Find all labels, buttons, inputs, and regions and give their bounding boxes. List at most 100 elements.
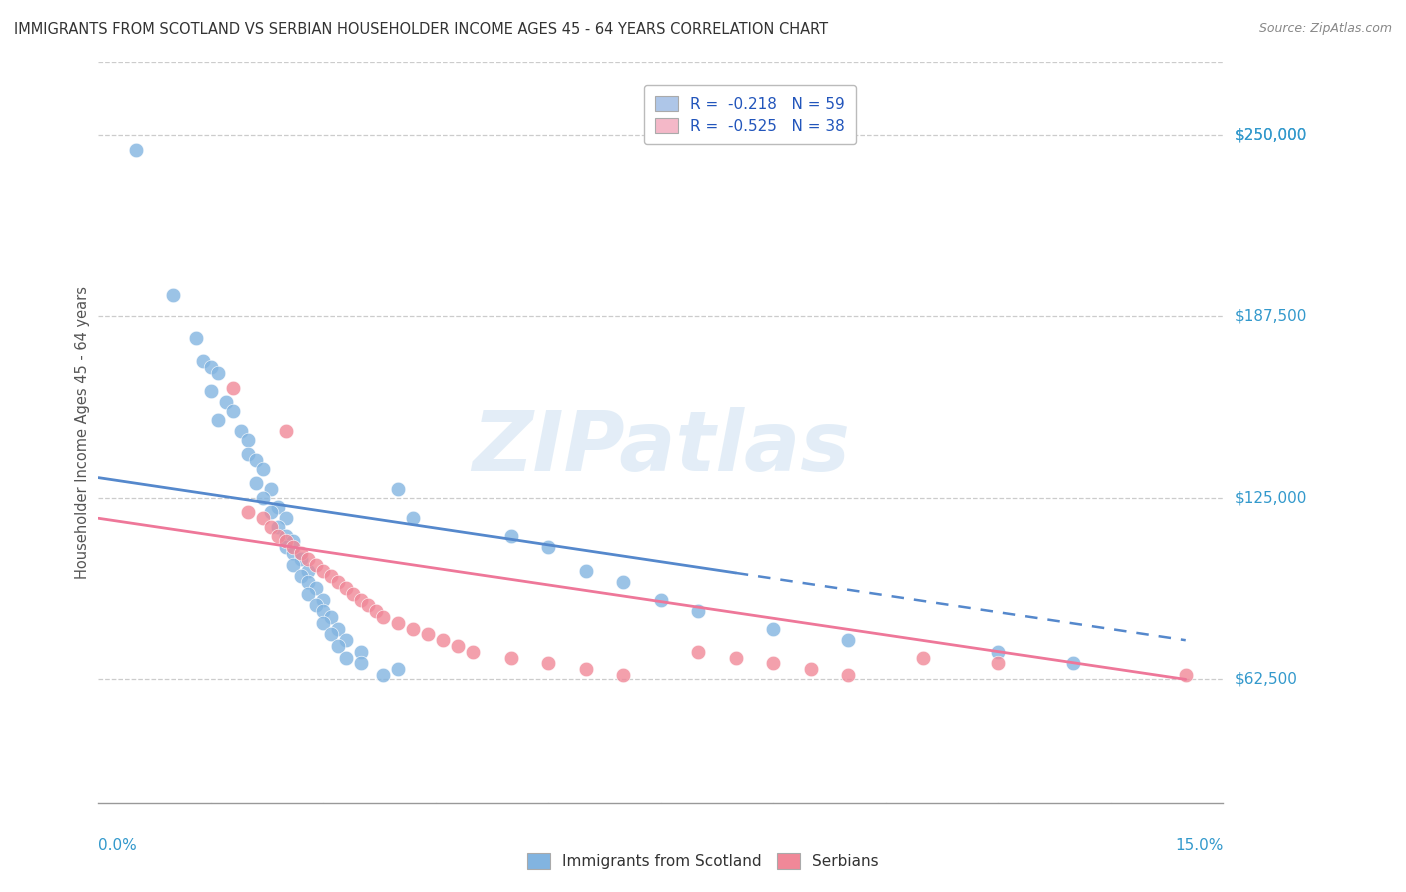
Text: $250,000: $250,000 bbox=[1234, 128, 1306, 143]
Point bbox=[238, 433, 260, 447]
Point bbox=[319, 627, 342, 641]
Point bbox=[499, 650, 522, 665]
Point bbox=[297, 552, 319, 566]
Point bbox=[688, 604, 710, 618]
Point bbox=[402, 622, 425, 636]
Point bbox=[373, 668, 395, 682]
Point bbox=[987, 657, 1010, 671]
Point bbox=[328, 575, 350, 590]
Point bbox=[987, 645, 1010, 659]
Point bbox=[537, 541, 560, 555]
Text: IMMIGRANTS FROM SCOTLAND VS SERBIAN HOUSEHOLDER INCOME AGES 45 - 64 YEARS CORREL: IMMIGRANTS FROM SCOTLAND VS SERBIAN HOUS… bbox=[14, 22, 828, 37]
Point bbox=[267, 529, 290, 543]
Point bbox=[762, 622, 785, 636]
Point bbox=[724, 650, 747, 665]
Point bbox=[274, 529, 297, 543]
Y-axis label: Householder Income Ages 45 - 64 years: Householder Income Ages 45 - 64 years bbox=[75, 286, 90, 579]
Legend: R =  -0.218   N = 59, R =  -0.525   N = 38: R = -0.218 N = 59, R = -0.525 N = 38 bbox=[644, 85, 856, 145]
Point bbox=[290, 552, 312, 566]
Point bbox=[283, 534, 305, 549]
Point bbox=[267, 520, 290, 534]
Point bbox=[305, 558, 328, 572]
Point bbox=[312, 604, 335, 618]
Point bbox=[447, 639, 470, 653]
Point bbox=[283, 558, 305, 572]
Point bbox=[274, 511, 297, 525]
Point bbox=[200, 384, 222, 398]
Point bbox=[350, 592, 373, 607]
Point bbox=[335, 633, 357, 648]
Point bbox=[418, 627, 440, 641]
Point bbox=[650, 592, 672, 607]
Point bbox=[305, 581, 328, 595]
Point bbox=[387, 662, 409, 676]
Point bbox=[387, 615, 409, 630]
Point bbox=[252, 462, 274, 476]
Point bbox=[575, 564, 598, 578]
Text: 0.0%: 0.0% bbox=[98, 838, 138, 853]
Point bbox=[342, 587, 364, 601]
Text: $187,500: $187,500 bbox=[1234, 309, 1306, 324]
Point bbox=[283, 541, 305, 555]
Point bbox=[184, 331, 207, 345]
Point bbox=[274, 541, 297, 555]
Point bbox=[238, 447, 260, 461]
Point bbox=[373, 610, 395, 624]
Point bbox=[357, 599, 380, 613]
Point bbox=[222, 381, 245, 395]
Point bbox=[290, 546, 312, 560]
Point bbox=[402, 511, 425, 525]
Point bbox=[350, 657, 373, 671]
Point bbox=[207, 412, 229, 426]
Point bbox=[335, 650, 357, 665]
Point bbox=[688, 645, 710, 659]
Text: $62,500: $62,500 bbox=[1234, 672, 1298, 687]
Point bbox=[800, 662, 823, 676]
Point bbox=[207, 366, 229, 380]
Point bbox=[297, 575, 319, 590]
Point bbox=[215, 395, 238, 409]
Point bbox=[1062, 657, 1084, 671]
Point bbox=[364, 604, 387, 618]
Point bbox=[274, 534, 297, 549]
Point bbox=[312, 615, 335, 630]
Point bbox=[297, 587, 319, 601]
Point bbox=[612, 668, 634, 682]
Point bbox=[837, 668, 859, 682]
Point bbox=[222, 404, 245, 418]
Point bbox=[612, 575, 634, 590]
Point bbox=[387, 482, 409, 496]
Point bbox=[260, 482, 283, 496]
Point bbox=[238, 506, 260, 520]
Point bbox=[267, 500, 290, 514]
Point bbox=[245, 476, 267, 491]
Point bbox=[312, 564, 335, 578]
Point bbox=[575, 662, 598, 676]
Point bbox=[229, 424, 252, 438]
Point bbox=[125, 143, 148, 157]
Point bbox=[297, 564, 319, 578]
Point bbox=[245, 453, 267, 467]
Text: ZIPatlas: ZIPatlas bbox=[472, 407, 849, 488]
Point bbox=[537, 657, 560, 671]
Text: Source: ZipAtlas.com: Source: ZipAtlas.com bbox=[1258, 22, 1392, 36]
Text: $250,000: $250,000 bbox=[1234, 128, 1306, 143]
Point bbox=[252, 491, 274, 505]
Point bbox=[290, 569, 312, 583]
Text: $125,000: $125,000 bbox=[1234, 491, 1306, 506]
Point bbox=[252, 511, 274, 525]
Point bbox=[274, 424, 297, 438]
Point bbox=[463, 645, 485, 659]
Point bbox=[283, 546, 305, 560]
Point bbox=[432, 633, 454, 648]
Point bbox=[499, 529, 522, 543]
Point bbox=[312, 592, 335, 607]
Point bbox=[162, 287, 184, 301]
Point bbox=[328, 622, 350, 636]
Point bbox=[260, 506, 283, 520]
Point bbox=[319, 610, 342, 624]
Point bbox=[193, 354, 215, 368]
Point bbox=[837, 633, 859, 648]
Text: 15.0%: 15.0% bbox=[1175, 838, 1223, 853]
Point bbox=[762, 657, 785, 671]
